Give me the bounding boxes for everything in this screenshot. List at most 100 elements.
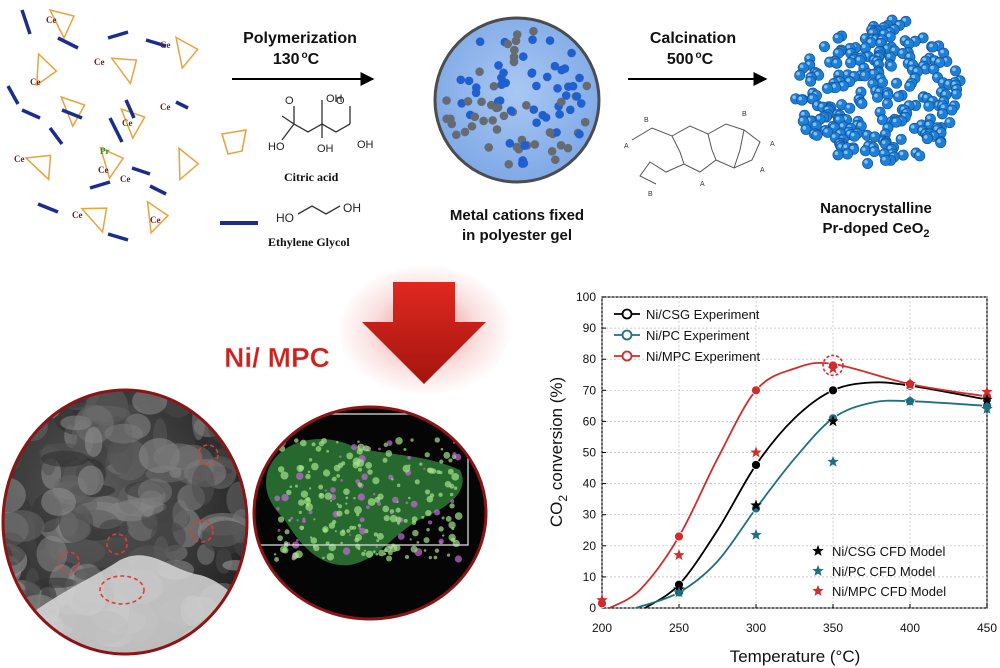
gel-cation-dot bbox=[503, 39, 513, 49]
model-star-point bbox=[981, 385, 993, 397]
gel-cation-dot bbox=[470, 112, 480, 122]
x-tick-label: 300 bbox=[746, 621, 766, 635]
ethylene-glycol-ho: HO bbox=[276, 211, 294, 225]
nanocrystal-sphere bbox=[818, 41, 830, 53]
ce-cation-label: Ce bbox=[150, 215, 161, 225]
gel-cation-dot bbox=[499, 68, 508, 78]
nanocrystal-sphere bbox=[935, 137, 947, 149]
nanocrystal-sphere bbox=[927, 41, 939, 53]
y-tick-label: 90 bbox=[583, 321, 597, 335]
gel-cation-dot bbox=[488, 116, 497, 125]
gel-cation-dot bbox=[528, 35, 537, 45]
gel-caption-line2: in polyester gel bbox=[462, 227, 572, 244]
chart-data-points bbox=[596, 360, 993, 609]
calcination-temp: 500 oC bbox=[667, 50, 714, 68]
gel-circle bbox=[433, 16, 601, 184]
gel-cation-dot bbox=[504, 159, 514, 169]
gel-cation-dot bbox=[477, 97, 486, 107]
citric-acid-oh-top: OH bbox=[326, 93, 343, 105]
gel-cation-dot bbox=[566, 105, 575, 115]
gel-cation-dot bbox=[512, 142, 522, 152]
gel-cation-dot bbox=[527, 68, 537, 77]
x-axis-ticks: 200 250 300 350 400 450 bbox=[592, 604, 997, 635]
gel-cation-dot bbox=[547, 147, 557, 156]
x-axis-label: Temperature (°C) bbox=[730, 647, 861, 666]
gel-cation-dot bbox=[489, 81, 499, 91]
citrate-ligand bbox=[178, 146, 200, 182]
nanocrystal-sphere bbox=[848, 130, 860, 142]
gel-cation-dot bbox=[575, 73, 584, 83]
gel-caption-line1: Metal cations fixed bbox=[450, 207, 584, 224]
ethylene-glycol-oh: OH bbox=[343, 201, 361, 215]
nanocrystal-sphere bbox=[876, 76, 888, 88]
nanocrystal-sphere bbox=[845, 57, 857, 69]
model-star-point bbox=[904, 378, 916, 389]
gel-cation-dot bbox=[568, 81, 578, 91]
gel-cation-dot bbox=[497, 80, 506, 90]
series-curve bbox=[644, 381, 988, 609]
legend-entry: Ni/CSG CFD Model bbox=[832, 544, 946, 559]
gel-cation-dot bbox=[499, 111, 509, 121]
network-end-label: A bbox=[760, 167, 765, 174]
legend-cfd-model: Ni/CSG CFD Model Ni/PC CFD Model Ni/MPC CF… bbox=[812, 544, 946, 599]
glycol-chain bbox=[175, 100, 189, 110]
y-tick-label: 80 bbox=[583, 352, 597, 366]
gel-cation-dot bbox=[452, 130, 461, 140]
gel-cations bbox=[442, 26, 592, 169]
precursor-mixture: Ce Ce Ce Ce Ce Ce Ce Ce Ce Ce Ce Pr bbox=[6, 8, 200, 242]
nanocrystal-sphere bbox=[832, 149, 844, 161]
ce-cation-label: Ce bbox=[14, 154, 25, 164]
nanocrystal-sphere bbox=[811, 129, 823, 141]
model-star-point bbox=[750, 528, 762, 540]
gel-cation-dot bbox=[550, 61, 560, 71]
gel-cation-dot bbox=[522, 100, 531, 110]
y-tick-label: 30 bbox=[583, 508, 597, 522]
polymer-network: A B B A B A A bbox=[624, 111, 775, 198]
gel-cation-dot bbox=[563, 143, 573, 153]
gel-cation-dot bbox=[475, 37, 485, 46]
citrate-ligand bbox=[99, 146, 125, 180]
gel-cation-dot bbox=[487, 100, 496, 110]
nanocrystal-sphere bbox=[881, 98, 893, 110]
red-down-arrow bbox=[362, 282, 486, 384]
gel-cation-dot bbox=[475, 67, 484, 77]
network-end-label: A bbox=[770, 141, 775, 148]
nanocrystal-sphere bbox=[794, 69, 806, 81]
nanocrystal-sphere bbox=[936, 108, 948, 120]
series-curve bbox=[635, 399, 988, 609]
glycol-chain bbox=[149, 184, 167, 196]
citric-acid-o-left: O bbox=[285, 95, 294, 107]
y-tick-label: 50 bbox=[583, 446, 597, 460]
y-tick-label: 20 bbox=[583, 539, 597, 553]
nanocrystal-sphere bbox=[950, 88, 962, 100]
glycol-chain bbox=[107, 30, 129, 40]
x-tick-label: 400 bbox=[900, 621, 920, 635]
legend-entry: Ni/MPC Experiment bbox=[646, 349, 761, 364]
gel-cation-dot bbox=[484, 143, 494, 152]
nanocrystal-sphere bbox=[891, 77, 903, 89]
citrate-ligand bbox=[174, 35, 199, 70]
y-tick-label: 10 bbox=[583, 570, 597, 584]
nanocrystal-sphere bbox=[946, 104, 958, 116]
x-tick-label: 250 bbox=[669, 621, 689, 635]
chart-grid bbox=[601, 296, 988, 609]
ce-cation-label: Ce bbox=[72, 210, 83, 220]
gel-cation-dot bbox=[553, 83, 562, 93]
model-star-point bbox=[750, 499, 762, 511]
ce-cation-label: Ce bbox=[30, 77, 41, 87]
model-star-point bbox=[673, 586, 685, 598]
model-star-point bbox=[750, 446, 762, 458]
x-tick-label: 350 bbox=[823, 621, 843, 635]
nanocrystal-sphere bbox=[868, 145, 880, 157]
glycol-chain bbox=[20, 9, 32, 35]
ce-cation-label: Ce bbox=[94, 57, 105, 67]
citrate-ligand bbox=[24, 154, 52, 182]
nanocrystal-sphere bbox=[885, 60, 897, 72]
model-star-point bbox=[904, 395, 916, 407]
gel-cation-dot bbox=[471, 88, 481, 98]
polymerization-label: Polymerization bbox=[243, 30, 357, 47]
gel-cation-dot bbox=[467, 122, 477, 131]
tem-image bbox=[1, 388, 249, 656]
